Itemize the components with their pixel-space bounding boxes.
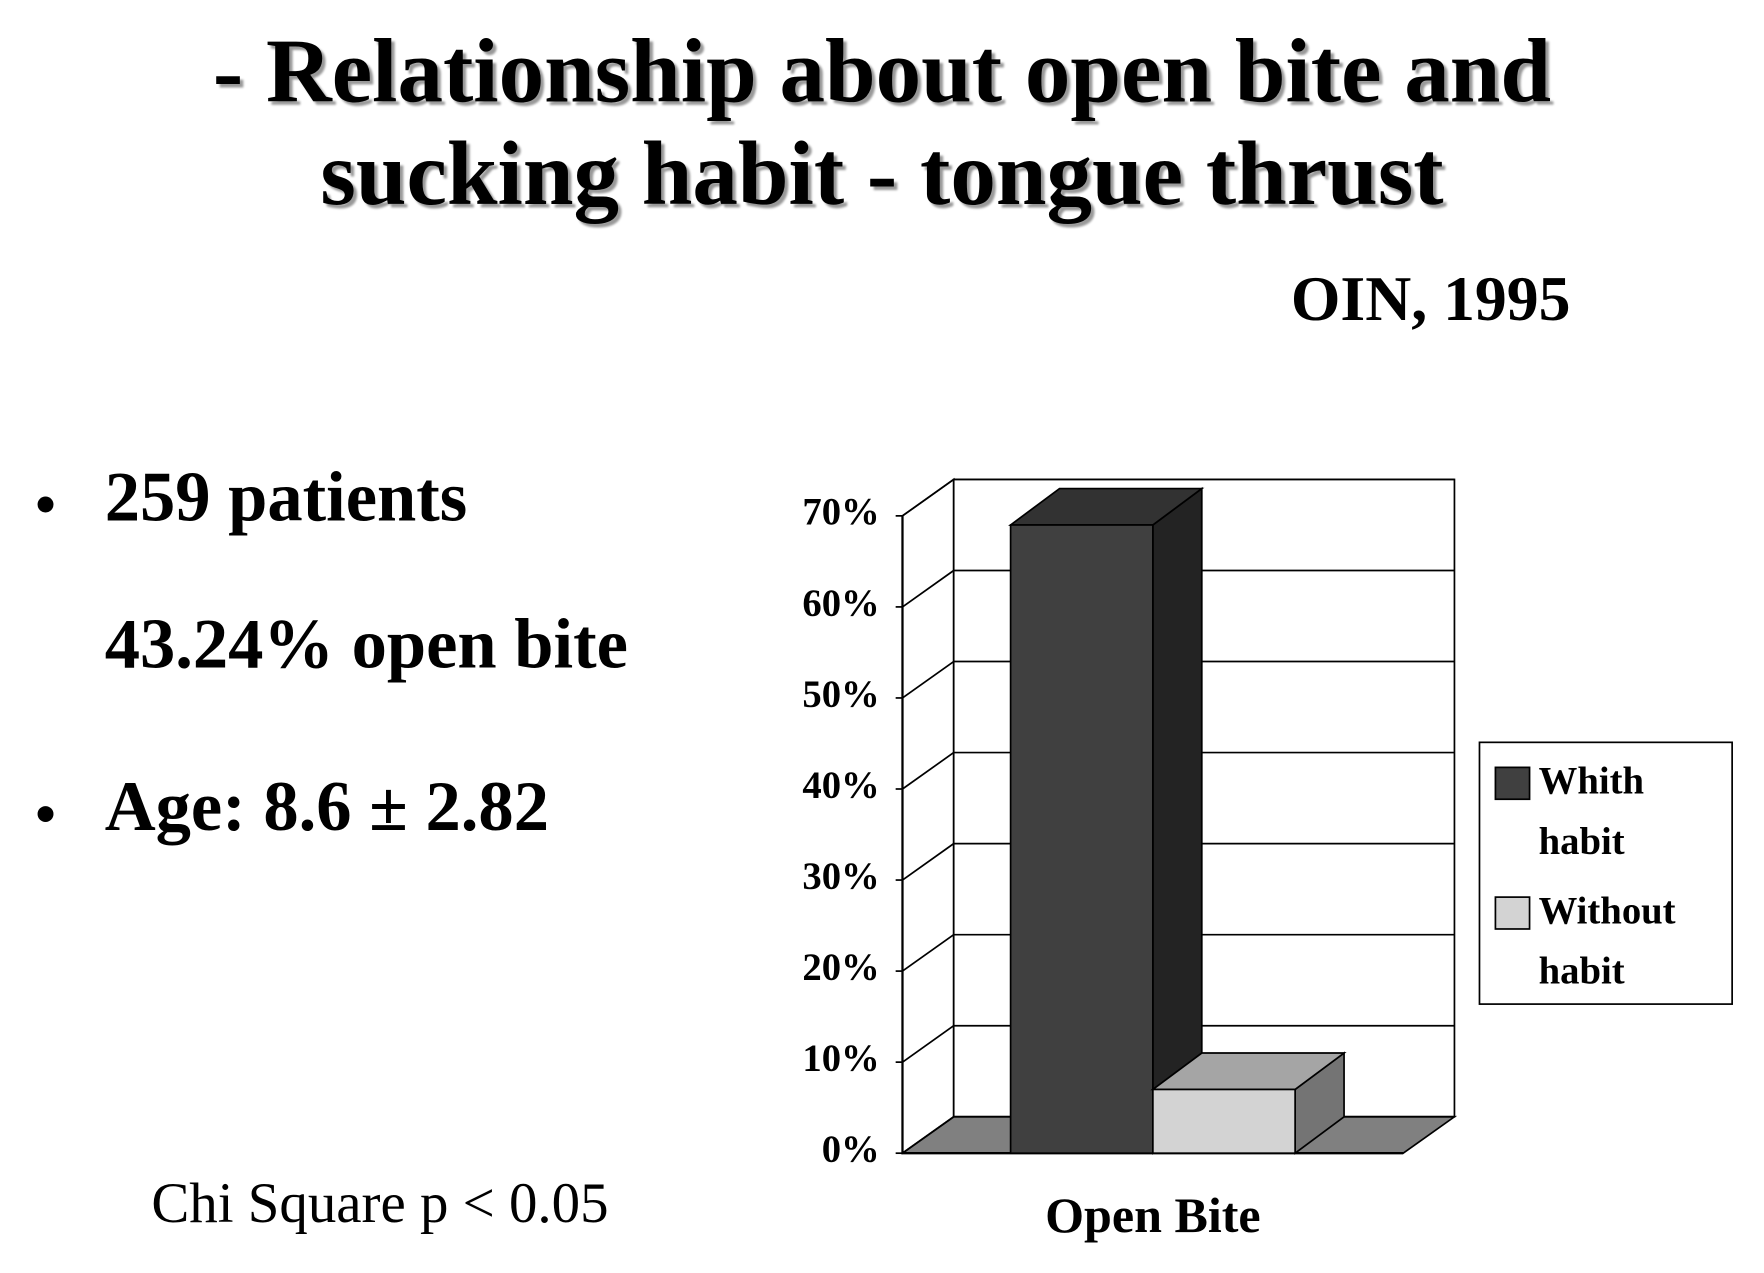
grid-line (901, 660, 955, 699)
grid-line (901, 933, 955, 972)
y-tick-label: 60% (802, 583, 879, 625)
legend-label: Whith habit (1538, 760, 1645, 863)
legend-item: Whith habit (1538, 760, 1645, 863)
bullet (37, 496, 54, 513)
grid-line (901, 569, 955, 608)
bar (1152, 1088, 1296, 1155)
bar-side (1152, 486, 1203, 1155)
bullet-text: 259 patients (105, 459, 468, 537)
legend-label: Without habit (1538, 890, 1676, 993)
side-wall (901, 477, 955, 1155)
bullet (37, 806, 54, 823)
grid-line (901, 1025, 955, 1063)
bullet-text: Age: 8.6 ± 2.82 (105, 768, 549, 846)
title-box: - Relationship about open bite and sucki… (212, 21, 1552, 225)
y-tick-label: 30% (802, 856, 879, 898)
bullet-text: 43.24% open bite (105, 605, 628, 683)
grid-line (901, 751, 955, 790)
grid-line (901, 1116, 955, 1154)
x-tick-label: Open Bite (1045, 1187, 1261, 1243)
legend-swatch (1494, 896, 1531, 930)
chart: 0% 10% 20% 30% 40% 50% 60% 70% Open Bite Whith ha… (802, 477, 1733, 1243)
stat-note: Chi Square p < 0.05 (151, 1172, 608, 1235)
grid-line (901, 478, 955, 517)
y-tick-label: 10% (802, 1038, 879, 1080)
bar (1009, 524, 1154, 1155)
slide-title: - Relationship about open bite and sucki… (212, 21, 1552, 225)
y-tick-label: 0% (822, 1129, 880, 1171)
y-tick-label: 40% (802, 765, 879, 807)
grid-line (901, 842, 955, 881)
y-tick-label: 20% (802, 947, 879, 989)
y-tick-label: 70% (802, 492, 879, 534)
y-tick-label: 50% (802, 674, 879, 716)
legend-swatch (1494, 766, 1531, 801)
citation: OIN, 1995 (1291, 263, 1571, 334)
legend-item: Without habit (1538, 890, 1676, 993)
